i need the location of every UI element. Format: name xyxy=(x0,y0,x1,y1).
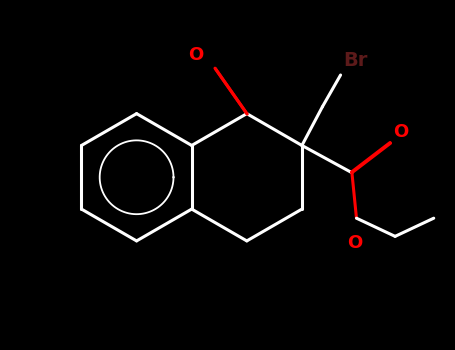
Text: O: O xyxy=(393,123,408,141)
Text: O: O xyxy=(347,234,363,252)
Text: O: O xyxy=(188,46,204,64)
Text: Br: Br xyxy=(343,51,367,70)
